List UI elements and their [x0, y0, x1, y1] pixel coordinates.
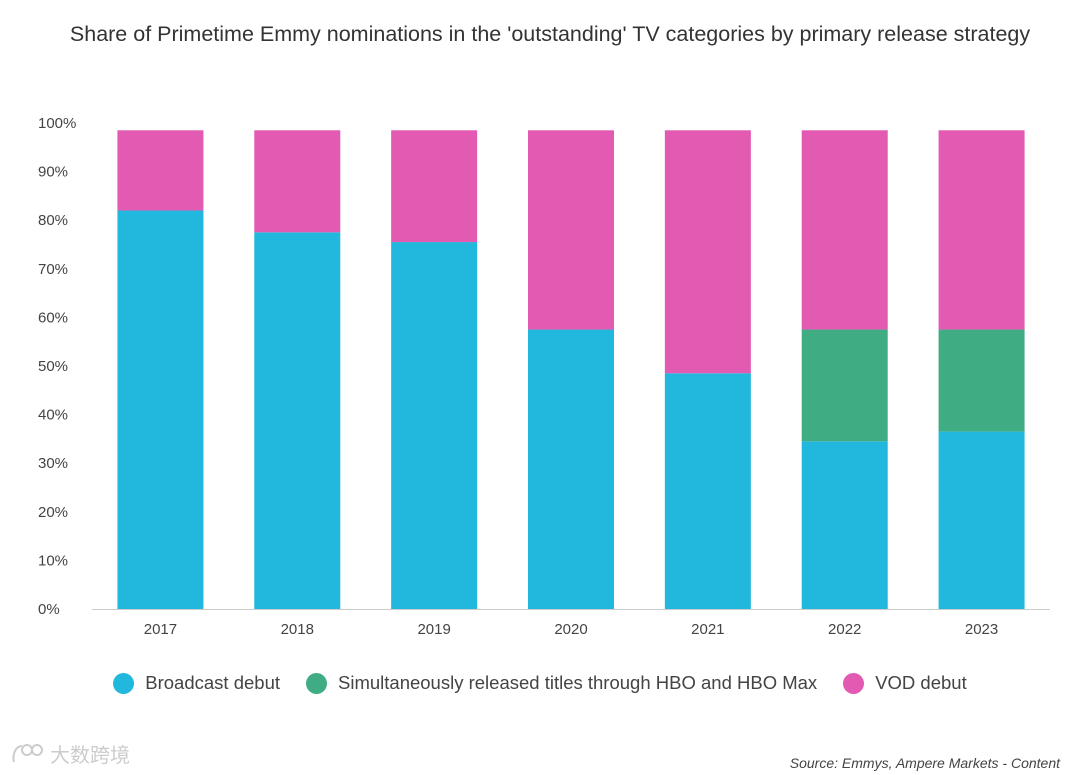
y-tick-label: 0%: [38, 601, 60, 618]
legend-item-broadcast[interactable]: Broadcast debut: [113, 672, 280, 694]
source-note: Source: Emmys, Ampere Markets - Content: [789, 755, 1060, 771]
bar-segment-2017-series-0[interactable]: [117, 210, 204, 610]
bar-segment-2020-series-2[interactable]: [528, 130, 614, 330]
watermark-logo-icon: [12, 743, 43, 762]
x-tick-label: 2020: [554, 621, 587, 638]
watermark-text: 大数跨境: [50, 745, 130, 767]
bar-segment-2019-series-2[interactable]: [391, 130, 478, 243]
watermark: 大数跨境: [10, 739, 130, 768]
bar-segment-2020-series-0[interactable]: [528, 329, 614, 609]
y-tick-label: 20%: [38, 504, 68, 521]
bar-segment-2017-series-2[interactable]: [117, 130, 204, 211]
legend-item-simultaneous[interactable]: Simultaneously released titles through H…: [306, 672, 817, 694]
bar-segment-2022-series-1[interactable]: [801, 329, 888, 442]
bar-segment-2023-series-0[interactable]: [938, 431, 1025, 609]
y-tick-label: 30%: [38, 455, 68, 472]
bar-segment-2021-series-2[interactable]: [664, 130, 751, 374]
stacked-bar-chart: 0% 10% 20% 30% 40% 50% 60% 70% 80% 90% 100% 2017 201…: [38, 115, 1050, 638]
bar-segment-2018-series-0[interactable]: [254, 232, 341, 609]
bar-segment-2022-series-0[interactable]: [801, 441, 888, 609]
bar-segment-2023-series-1[interactable]: [938, 329, 1025, 432]
y-tick-label: 70%: [38, 261, 68, 278]
y-tick-label: 100%: [38, 115, 76, 132]
bar-segment-2023-series-2[interactable]: [938, 130, 1025, 330]
chart-title: Share of Primetime Emmy nominations in t…: [69, 22, 1031, 46]
x-tick-label: 2023: [965, 621, 998, 638]
x-tick-label: 2017: [144, 621, 177, 638]
bar-segment-2019-series-0[interactable]: [391, 242, 478, 609]
legend-label-broadcast: Broadcast debut: [145, 672, 280, 693]
y-tick-label: 60%: [38, 309, 68, 326]
legend-swatch-simultaneous: [306, 672, 327, 694]
y-tick-label: 50%: [38, 358, 68, 375]
y-tick-label: 90%: [38, 164, 68, 181]
legend-item-vod[interactable]: VOD debut: [843, 672, 967, 694]
legend-label-simultaneous: Simultaneously released titles through H…: [338, 672, 818, 693]
bar-segment-2018-series-2[interactable]: [254, 130, 341, 233]
x-tick-label: 2018: [281, 621, 314, 638]
bar-segment-2021-series-0[interactable]: [664, 373, 751, 609]
y-tick-label: 80%: [38, 212, 68, 229]
y-tick-label: 40%: [38, 407, 68, 424]
legend-swatch-vod: [843, 672, 865, 694]
bar-segment-2022-series-2[interactable]: [801, 130, 888, 330]
y-tick-label: 10%: [38, 552, 68, 569]
legend-swatch-broadcast: [113, 672, 135, 694]
x-tick-label: 2019: [417, 621, 450, 638]
x-tick-label: 2021: [691, 621, 724, 638]
chart-legend: Broadcast debut Simultaneously released …: [0, 672, 1080, 694]
x-tick-label: 2022: [828, 621, 861, 638]
legend-label-vod: VOD debut: [875, 672, 967, 693]
